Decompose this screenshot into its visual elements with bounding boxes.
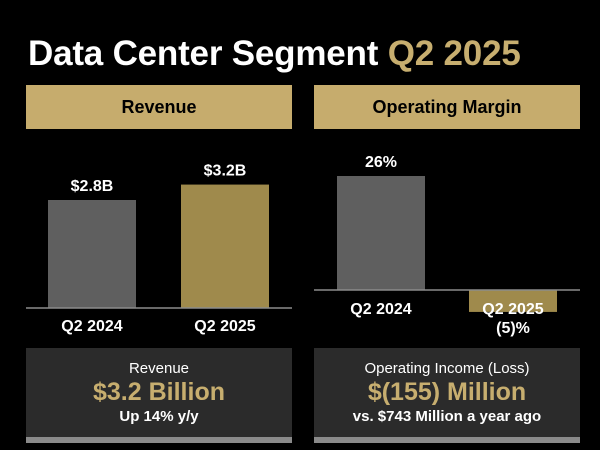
revenue-data-label-0: $2.8B — [71, 178, 114, 195]
revenue-bar-0 — [48, 200, 136, 308]
operating-card-value: $(155) Million — [367, 378, 527, 406]
revenue-card-label: Revenue — [128, 360, 190, 377]
page-title: Data Center Segment Q2 2025 — [28, 34, 521, 74]
margin-data-label-0: 26% — [365, 154, 397, 171]
revenue-card-value: $3.2 Billion — [93, 378, 225, 406]
title-accent: Q2 2025 — [387, 34, 521, 73]
margin-category-label-0: Q2 2024 — [350, 301, 411, 318]
operating-margin-panel-header: Operating Margin — [314, 85, 580, 129]
margin-bar-1 — [469, 290, 557, 312]
revenue-bar-1 — [181, 184, 269, 308]
charts-area: $2.8B Q2 2024 $3.2B Q2 2025 26% Q2 2024 (5)% Q2… — [26, 154, 580, 337]
title-main: Data Center Segment — [28, 34, 379, 73]
margin-bar-0 — [337, 176, 425, 290]
operating-summary-card: Operating Income (Loss) $(155) Million v… — [314, 348, 580, 443]
revenue-summary-card: Revenue $3.2 Billion Up 14% y/y — [26, 348, 292, 443]
operating-card-sub: vs. $743 Million a year ago — [352, 408, 542, 425]
revenue-category-label-0: Q2 2024 — [61, 318, 122, 335]
revenue-category-label-1: Q2 2025 — [194, 318, 255, 335]
revenue-card-sub: Up 14% y/y — [119, 408, 199, 425]
revenue-panel-header: Revenue — [26, 85, 292, 129]
operating-card-label: Operating Income (Loss) — [364, 360, 530, 377]
revenue-data-label-1: $3.2B — [204, 163, 247, 180]
margin-data-label-1: (5)% — [496, 320, 530, 337]
margin-category-label-1: Q2 2025 — [482, 301, 543, 318]
